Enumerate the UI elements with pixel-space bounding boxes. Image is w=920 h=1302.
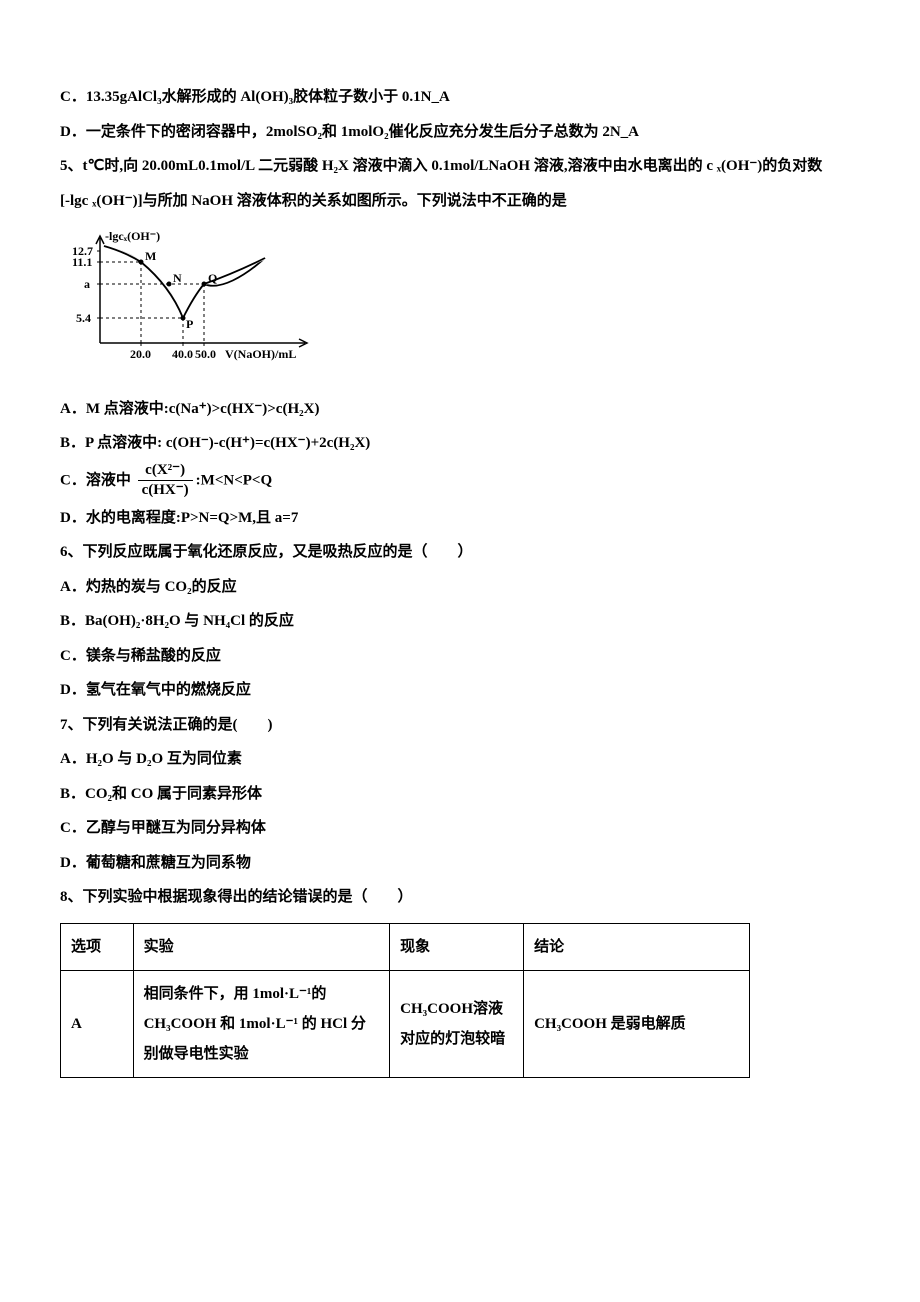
q6-option-c: C．镁条与稀盐酸的反应	[60, 639, 860, 674]
q5-graph: -lgcₓ(OH⁻) 12.7 11.1 a 5.4 20.0 40.0 50.…	[70, 228, 860, 382]
q6-option-d: D．氢气在氧气中的燃烧反应	[60, 673, 860, 708]
graph-ylabel: -lgcₓ(OH⁻)	[105, 229, 160, 243]
graph-point-m: M	[145, 249, 156, 263]
table-cell-option: A	[61, 970, 134, 1077]
table-cell-conclusion: CH₃COOH 是弱电解质	[524, 970, 750, 1077]
table-header-conclusion: 结论	[524, 923, 750, 970]
q8-table: 选项 实验 现象 结论 A 相同条件下，用 1mol·L⁻¹的CH₃COOH 和…	[60, 923, 750, 1078]
q5c-post: :M<N<P<Q	[196, 472, 272, 488]
q6-option-a: A．灼热的炭与 CO₂的反应	[60, 570, 860, 605]
graph-xtick-1: 20.0	[130, 347, 151, 361]
graph-point-n: N	[173, 271, 182, 285]
table-cell-phenomenon: CH₃COOH溶液对应的灯泡较暗	[390, 970, 524, 1077]
table-header-row: 选项 实验 现象 结论	[61, 923, 750, 970]
q4-option-c: C．13.35gAlCl₃水解形成的 Al(OH)₃胶体粒子数小于 0.1N_A	[60, 80, 860, 115]
q7-option-d: D．葡萄糖和蔗糖互为同系物	[60, 846, 860, 881]
graph-ytick-2: 11.1	[72, 255, 92, 269]
graph-ytick-3: a	[84, 277, 90, 291]
q7-option-c: C．乙醇与甲醚互为同分异构体	[60, 811, 860, 846]
q7-stem: 7、下列有关说法正确的是( )	[60, 708, 860, 743]
q5c-denominator: c(HX⁻)	[138, 481, 193, 501]
table-header-phenomenon: 现象	[390, 923, 524, 970]
graph-xlabel: V(NaOH)/mL	[225, 347, 296, 361]
graph-point-p: P	[186, 317, 193, 331]
graph-ytick-4: 5.4	[76, 311, 91, 325]
q5-stem-line1: 5、t℃时,向 20.00mL0.1mol/L 二元弱酸 H₂X 溶液中滴入 0…	[60, 149, 860, 184]
q5-option-d: D．水的电离程度:P>N=Q>M,且 a=7	[60, 501, 860, 536]
graph-xtick-3: 50.0	[195, 347, 216, 361]
q7-option-a: A．H₂O 与 D₂O 互为同位素	[60, 742, 860, 777]
graph-xtick-2: 40.0	[172, 347, 193, 361]
q6-option-b: B．Ba(OH)₂·8H₂O 与 NH₄Cl 的反应	[60, 604, 860, 639]
table-cell-experiment: 相同条件下，用 1mol·L⁻¹的CH₃COOH 和 1mol·L⁻¹ 的 HC…	[133, 970, 390, 1077]
q5-option-c: C．溶液中 c(X²⁻) c(HX⁻) :M<N<P<Q	[60, 461, 860, 501]
q4-option-d: D．一定条件下的密闭容器中，2molSO₂和 1molO₂催化反应充分发生后分子…	[60, 115, 860, 150]
q5-option-b: B．P 点溶液中: c(OH⁻)-c(H⁺)=c(HX⁻)+2c(H₂X)	[60, 426, 860, 461]
table-row: A 相同条件下，用 1mol·L⁻¹的CH₃COOH 和 1mol·L⁻¹ 的 …	[61, 970, 750, 1077]
q7-option-b: B．CO₂和 CO 属于同素异形体	[60, 777, 860, 812]
graph-point-q: Q	[208, 271, 217, 285]
table-header-experiment: 实验	[133, 923, 390, 970]
q5-stem-line2: [-lgc ₓ(OH⁻)]与所加 NaOH 溶液体积的关系如图所示。下列说法中不…	[60, 184, 860, 219]
q5c-numerator: c(X²⁻)	[138, 461, 193, 482]
q5c-pre: C．溶液中	[60, 472, 131, 488]
table-header-option: 选项	[61, 923, 134, 970]
q8-stem: 8、下列实验中根据现象得出的结论错误的是（ ）	[60, 880, 860, 915]
q5-option-a: A．M 点溶液中:c(Na⁺)>c(HX⁻)>c(H₂X)	[60, 392, 860, 427]
q5c-fraction: c(X²⁻) c(HX⁻)	[138, 461, 193, 501]
q6-stem: 6、下列反应既属于氧化还原反应，又是吸热反应的是（ ）	[60, 535, 860, 570]
